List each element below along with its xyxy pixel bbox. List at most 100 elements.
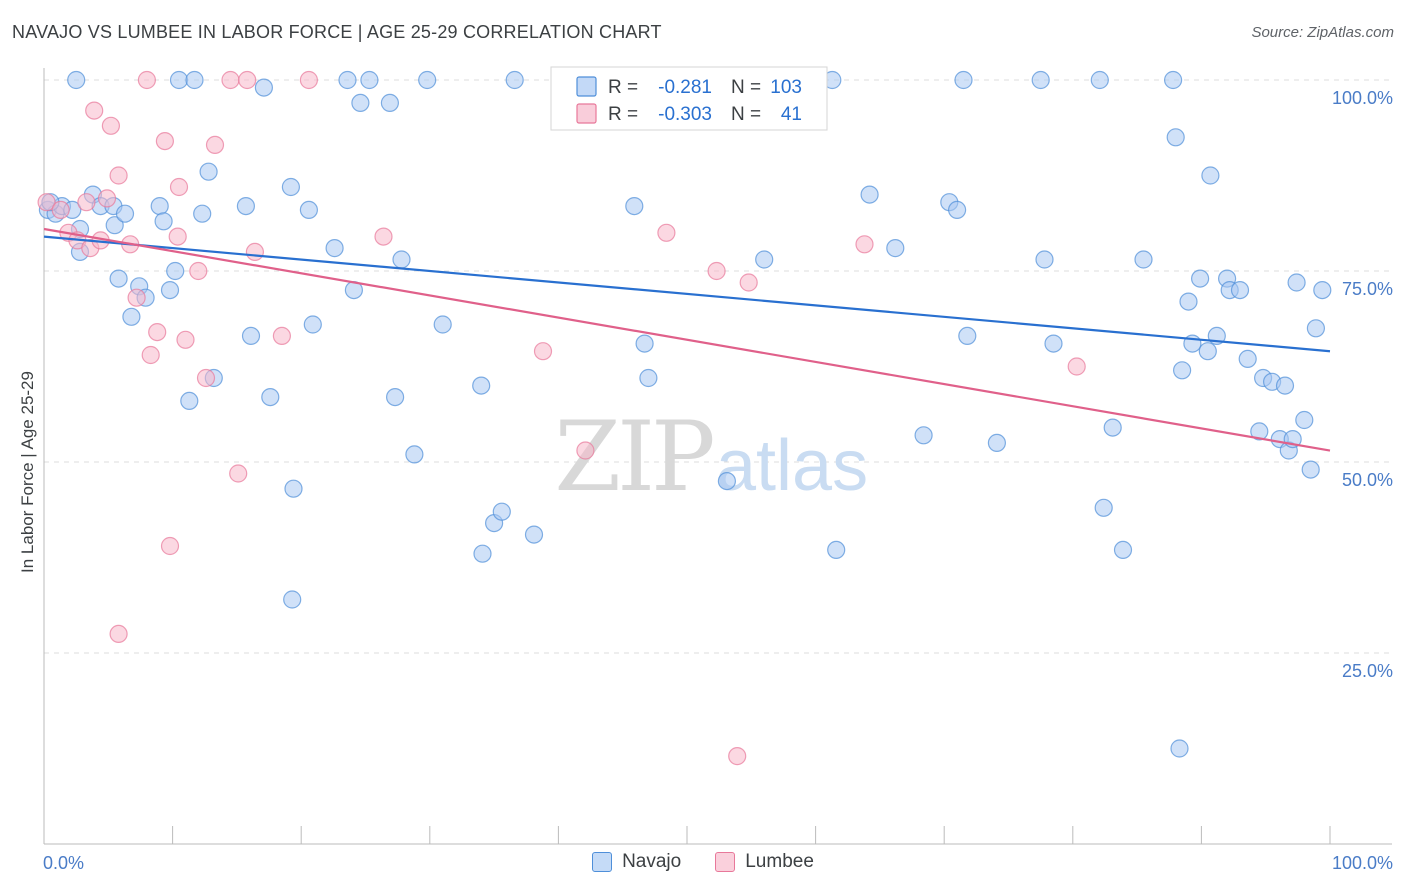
point-navajo-96 (1287, 273, 1306, 292)
point-lumbee-31 (374, 227, 393, 246)
point-navajo-68 (1035, 250, 1054, 269)
point-navajo-97 (1295, 410, 1314, 430)
point-navajo-98 (1301, 460, 1320, 479)
point-lumbee-35 (707, 261, 726, 281)
point-navajo-83 (1201, 166, 1220, 185)
point-navajo-52 (635, 334, 654, 353)
point-navajo-73 (1113, 540, 1133, 560)
y-tick-label-0: 100.0% (1332, 88, 1393, 108)
point-lumbee-27 (238, 70, 257, 90)
point-navajo-38 (360, 70, 379, 90)
stats-legend-box (550, 66, 828, 131)
point-navajo-16 (154, 212, 173, 231)
point-lumbee-15 (141, 345, 160, 365)
point-navajo-54 (717, 472, 737, 491)
point-navajo-77 (1170, 739, 1189, 758)
point-navajo-15 (150, 197, 169, 216)
point-lumbee-32 (533, 342, 553, 361)
point-lumbee-26 (229, 464, 248, 483)
point-lumbee-37 (739, 273, 758, 292)
point-navajo-51 (625, 197, 644, 216)
watermark: ZIP atlas (554, 401, 868, 513)
stats-r-value-1: -0.303 (658, 104, 712, 125)
point-navajo-55 (755, 250, 774, 269)
point-navajo-11 (115, 204, 135, 223)
point-navajo-45 (472, 376, 491, 395)
tick-labels: 100.0% 75.0% 50.0% 25.0% 0.0% 100.0% (43, 88, 1393, 873)
point-navajo-76 (1166, 128, 1185, 147)
point-navajo-41 (392, 250, 411, 269)
point-lumbee-18 (160, 536, 180, 556)
stats-swatch-0 (576, 76, 597, 97)
point-navajo-48 (492, 502, 511, 521)
trend-line-navajo (43, 235, 1331, 353)
stats-swatch-1 (576, 103, 597, 124)
x-tick-label-end: 100.0% (1332, 853, 1393, 873)
point-lumbee-13 (127, 288, 146, 307)
point-navajo-60 (886, 239, 905, 258)
point-navajo-26 (241, 326, 261, 345)
point-navajo-10 (109, 269, 128, 288)
stats-r-label-1: R = (608, 104, 638, 125)
point-lumbee-11 (109, 166, 128, 185)
point-navajo-58 (827, 540, 846, 560)
point-navajo-29 (281, 177, 300, 197)
point-navajo-93 (1275, 376, 1295, 395)
point-navajo-66 (987, 433, 1007, 452)
point-navajo-65 (958, 326, 977, 345)
point-lumbee-10 (109, 624, 128, 644)
point-lumbee-23 (196, 368, 216, 388)
x-tick-label-start: 0.0% (43, 853, 84, 873)
point-lumbee-8 (97, 189, 117, 208)
point-navajo-67 (1031, 70, 1050, 90)
point-navajo-59 (860, 185, 879, 204)
point-navajo-25 (236, 197, 255, 216)
point-lumbee-28 (245, 242, 264, 261)
point-navajo-35 (338, 70, 357, 90)
point-navajo-69 (1044, 334, 1063, 353)
point-navajo-61 (914, 426, 933, 445)
data-points (37, 70, 1332, 766)
point-lumbee-25 (221, 70, 240, 90)
chart-title: NAVAJO VS LUMBEE IN LABOR FORCE | AGE 25… (12, 22, 662, 42)
legend-item-lumbee: Lumbee (715, 851, 814, 873)
point-lumbee-16 (148, 323, 167, 342)
point-navajo-37 (351, 93, 370, 113)
point-navajo-71 (1094, 498, 1113, 517)
y-tick-label-1: 75.0% (1342, 279, 1393, 299)
legend-label-navajo: Navajo (622, 851, 682, 872)
trend-line-lumbee (43, 227, 1331, 452)
point-navajo-82 (1198, 342, 1217, 361)
chart-source: Source: ZipAtlas.com (1251, 24, 1394, 41)
point-navajo-27 (254, 78, 273, 97)
point-navajo-99 (1306, 319, 1326, 338)
point-navajo-42 (405, 445, 424, 464)
point-navajo-18 (166, 261, 185, 281)
point-navajo-89 (1250, 422, 1269, 441)
stats-n-label-1: N = (731, 104, 761, 125)
point-lumbee-1 (51, 200, 70, 219)
point-lumbee-22 (189, 261, 208, 281)
point-navajo-49 (505, 70, 524, 90)
point-navajo-9 (105, 216, 124, 235)
point-navajo-70 (1090, 70, 1109, 90)
watermark-atlas: atlas (716, 426, 868, 506)
point-navajo-22 (193, 204, 212, 223)
point-lumbee-39 (855, 235, 874, 254)
legend-swatch-navajo (592, 852, 613, 872)
stats-r-label-0: R = (608, 77, 638, 98)
point-navajo-78 (1172, 361, 1192, 380)
point-lumbee-20 (169, 177, 189, 197)
point-navajo-64 (954, 70, 973, 90)
axes: In Labor Force | Age 25-29 (18, 68, 1392, 845)
point-lumbee-30 (299, 70, 318, 90)
point-navajo-79 (1179, 292, 1198, 311)
legend-label-lumbee: Lumbee (745, 851, 814, 872)
point-navajo-33 (303, 315, 322, 334)
point-lumbee-6 (85, 101, 104, 120)
point-navajo-23 (199, 162, 218, 181)
point-lumbee-14 (137, 70, 156, 90)
point-navajo-88 (1238, 349, 1257, 368)
point-lumbee-0 (37, 193, 56, 212)
